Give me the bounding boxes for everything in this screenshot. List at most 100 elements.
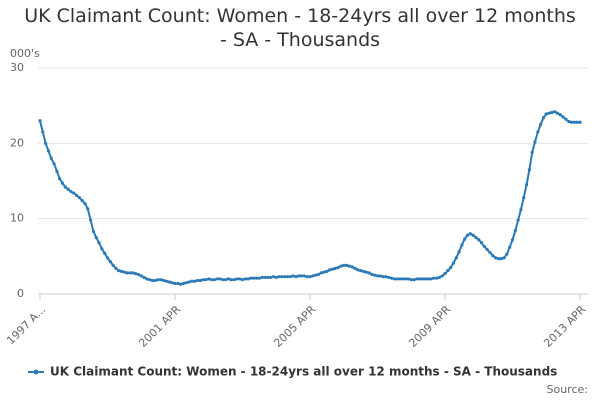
point bbox=[72, 191, 76, 195]
point bbox=[209, 278, 214, 282]
point bbox=[412, 278, 416, 282]
point bbox=[201, 278, 205, 282]
point bbox=[44, 141, 48, 145]
point bbox=[387, 275, 391, 280]
point bbox=[401, 277, 405, 281]
point bbox=[170, 281, 174, 285]
point bbox=[89, 218, 93, 222]
point bbox=[575, 120, 579, 124]
point bbox=[389, 276, 394, 280]
point bbox=[460, 243, 464, 247]
legend-marker bbox=[33, 369, 39, 375]
point bbox=[176, 281, 180, 286]
point bbox=[322, 270, 326, 274]
point bbox=[316, 272, 321, 277]
point bbox=[474, 235, 478, 240]
point bbox=[294, 275, 298, 279]
point bbox=[333, 266, 337, 270]
point bbox=[533, 140, 537, 144]
y-tick-label: 30 bbox=[10, 61, 24, 74]
point bbox=[280, 275, 284, 279]
point bbox=[246, 277, 250, 281]
x-tick-label: 2013 APR bbox=[541, 303, 588, 350]
point bbox=[434, 276, 439, 280]
point bbox=[519, 208, 523, 212]
point bbox=[288, 275, 292, 279]
point bbox=[131, 271, 135, 275]
point bbox=[449, 266, 453, 270]
point bbox=[516, 218, 520, 222]
point bbox=[325, 269, 329, 273]
point bbox=[356, 268, 360, 272]
point bbox=[263, 275, 267, 280]
point bbox=[494, 256, 498, 260]
point bbox=[142, 275, 146, 280]
point bbox=[398, 277, 402, 281]
point bbox=[181, 281, 186, 286]
point bbox=[271, 275, 276, 279]
point bbox=[266, 275, 270, 280]
point bbox=[150, 278, 155, 283]
point bbox=[46, 149, 51, 153]
point bbox=[232, 278, 236, 282]
point bbox=[69, 189, 73, 194]
point bbox=[49, 156, 53, 160]
point bbox=[314, 273, 318, 277]
point bbox=[260, 275, 264, 280]
point bbox=[153, 278, 157, 283]
point bbox=[221, 278, 225, 282]
point bbox=[479, 241, 484, 245]
point bbox=[305, 275, 309, 279]
point bbox=[367, 271, 371, 275]
point bbox=[536, 130, 540, 134]
point bbox=[404, 277, 408, 281]
point bbox=[229, 278, 233, 282]
point bbox=[190, 279, 194, 283]
point bbox=[105, 256, 110, 260]
point bbox=[249, 276, 253, 280]
point bbox=[212, 278, 216, 282]
point bbox=[148, 278, 152, 282]
point bbox=[297, 274, 301, 278]
point bbox=[564, 117, 568, 121]
point bbox=[353, 266, 357, 270]
point bbox=[471, 233, 475, 237]
point bbox=[299, 274, 304, 278]
point bbox=[541, 116, 546, 120]
point bbox=[513, 229, 517, 233]
y-tick-label: 10 bbox=[10, 212, 24, 225]
point bbox=[415, 277, 419, 281]
point bbox=[66, 187, 70, 191]
point bbox=[55, 169, 59, 173]
point bbox=[226, 277, 231, 281]
point bbox=[159, 278, 163, 282]
point bbox=[97, 241, 101, 245]
point bbox=[555, 111, 560, 115]
point bbox=[52, 162, 56, 166]
point bbox=[339, 264, 343, 268]
point bbox=[117, 269, 121, 273]
point bbox=[409, 278, 413, 282]
x-tick-label: 2009 APR bbox=[406, 303, 453, 350]
point bbox=[83, 202, 87, 206]
point bbox=[547, 111, 551, 115]
point bbox=[58, 177, 62, 181]
point bbox=[283, 275, 287, 279]
point bbox=[561, 115, 565, 119]
point bbox=[505, 252, 509, 256]
point bbox=[530, 150, 534, 154]
point bbox=[179, 282, 183, 286]
point bbox=[240, 278, 245, 282]
x-tick-label: 2001 APR bbox=[136, 303, 183, 350]
point bbox=[128, 271, 132, 275]
point bbox=[162, 278, 166, 283]
point bbox=[274, 275, 278, 280]
point bbox=[136, 272, 141, 277]
point bbox=[364, 270, 368, 274]
y-tick-label: 0 bbox=[17, 287, 24, 300]
point bbox=[38, 119, 42, 123]
point bbox=[488, 250, 492, 255]
point bbox=[311, 274, 315, 278]
point bbox=[454, 256, 458, 260]
